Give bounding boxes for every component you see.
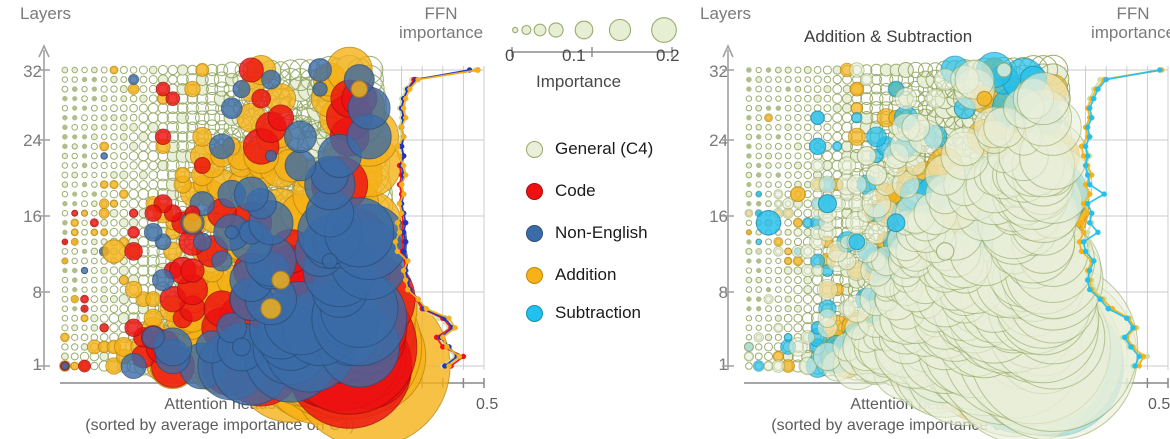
ffn-tick-05: 0.5: [476, 396, 499, 413]
y-tick-32: 32: [709, 62, 728, 81]
panel-all-domains: Layers FFN importance 32 24 16 8 1 Atten…: [0, 0, 512, 439]
y-tick-24: 24: [23, 131, 42, 150]
legend-item-subtraction[interactable]: Subtraction: [526, 300, 641, 326]
size-legend-bubbles: [511, 17, 677, 57]
panel-left-plot: [38, 44, 485, 439]
panel-title: Addition & Subtraction: [804, 27, 973, 46]
legend-item-non-english[interactable]: Non-English: [526, 220, 648, 246]
y-tick-1: 1: [32, 355, 42, 374]
size-tick-01: 0.1: [562, 46, 586, 65]
legend-label-subtraction: Subtraction: [555, 303, 641, 322]
ffn-axis-title: FFN importance: [1090, 4, 1170, 43]
y-tick-16: 16: [23, 207, 42, 226]
ffn-tick-05: 0.5: [1148, 396, 1170, 413]
legend-label-non-english: Non-English: [555, 223, 648, 242]
y-tick-32: 32: [23, 62, 42, 81]
y-axis-title: Layers: [20, 4, 72, 23]
size-tick-0: 0: [505, 46, 515, 65]
legend-swatch-general: [526, 140, 543, 158]
legend-label-general: General (C4): [555, 139, 654, 158]
legend-swatch-subtraction: [526, 304, 543, 322]
panel-addition-subtraction: Layers Addition & Subtraction FFN import…: [700, 0, 1170, 439]
legend-label-addition: Addition: [555, 265, 617, 284]
y-tick-24: 24: [709, 131, 728, 150]
size-tick-02: 0.2: [656, 46, 680, 65]
legend-swatch-addition: [526, 266, 543, 284]
legend-swatch-code: [526, 182, 543, 200]
legend-item-code[interactable]: Code: [526, 178, 596, 204]
legend-block: 0 0.1 0.2 Importance General (C4) Code N…: [500, 0, 710, 340]
size-legend-axis-label: Importance: [536, 72, 622, 91]
legend-swatch-non-english: [526, 224, 543, 242]
y-tick-1: 1: [718, 355, 728, 374]
y-axis-title: Layers: [700, 4, 752, 23]
legend-item-general[interactable]: General (C4): [526, 136, 653, 162]
legend-label-code: Code: [555, 181, 596, 200]
ffn-axis-title: FFN importance: [398, 4, 484, 43]
y-tick-8: 8: [32, 283, 42, 302]
panel-right-plot: [722, 44, 1169, 439]
y-tick-16: 16: [709, 207, 728, 226]
legend-item-addition[interactable]: Addition: [526, 262, 616, 288]
